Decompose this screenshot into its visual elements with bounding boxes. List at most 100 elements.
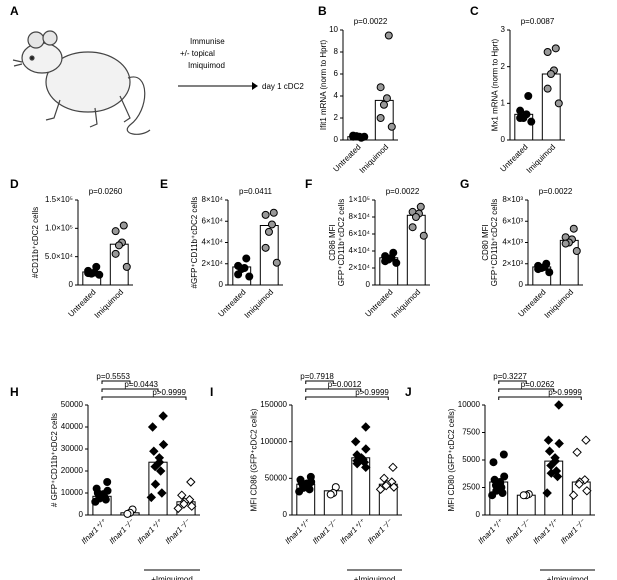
data-point (546, 70, 555, 78)
y-tick-label: 4×10⁴ (349, 246, 371, 255)
p-value: p=0.0022 (354, 17, 388, 26)
data-point (561, 239, 570, 248)
x-tick-label: Ifnar1⁻/⁻ (559, 517, 588, 546)
data-point (389, 482, 399, 492)
y-tick-label: 0 (334, 135, 339, 144)
data-point (546, 468, 557, 478)
data-point (392, 258, 401, 267)
y-tick-label: 30000 (61, 444, 84, 453)
data-point (489, 458, 498, 467)
p-value: p=0.0022 (386, 187, 420, 196)
data-point (519, 491, 528, 500)
x-tick-label: Ifnar1⁻/⁻ (164, 517, 193, 546)
data-point (158, 439, 169, 450)
x-tick-label: Imiquimod (243, 288, 275, 320)
y-tick-label: 6 (334, 69, 339, 78)
group-label: +Imiquimod (354, 575, 396, 580)
data-point (408, 223, 417, 232)
data-point (545, 268, 554, 277)
significance-bracket (498, 380, 527, 384)
panel-letter: A (10, 4, 19, 18)
group-label: +Imiquimod (151, 575, 193, 580)
data-point (173, 503, 183, 514)
x-tick-label: Ifnar1⁺/⁺ (80, 517, 109, 546)
data-point (572, 247, 581, 255)
data-point (101, 495, 110, 504)
data-point (150, 461, 160, 472)
panel-letter: F (305, 177, 312, 191)
y-tick-label: 7500 (462, 428, 480, 437)
protocol-text: Immunise (190, 37, 225, 46)
p-value: p=0.0087 (521, 17, 555, 26)
y-axis-label: #GFP⁺CD11b⁺cDC2 cells (190, 197, 199, 289)
y-tick-label: 0 (501, 135, 506, 144)
y-tick-label: 1.0×10⁵ (45, 223, 73, 232)
data-point (91, 497, 100, 506)
data-point (376, 83, 385, 92)
group-label: +Imiquimod (547, 575, 589, 580)
data-point (261, 243, 270, 252)
x-tick-label: Ifnar1⁻/⁻ (504, 517, 533, 546)
y-axis-label: MFI CD80 (GFP⁺cDC2 cells) (447, 408, 456, 511)
data-point (574, 479, 584, 489)
data-point (419, 231, 428, 240)
data-point (111, 249, 120, 258)
p-value: p>0.9999 (548, 388, 582, 397)
data-point (267, 220, 276, 229)
data-point (155, 466, 166, 476)
data-point (569, 224, 578, 233)
y-tick-label: 2×10⁴ (202, 259, 224, 268)
panel-letter: B (318, 4, 327, 18)
panel-letter: G (460, 177, 469, 191)
x-tick-label: Imiquimod (543, 288, 575, 320)
significance-bracket (498, 388, 555, 392)
data-point (326, 490, 335, 499)
x-tick-label: Imiquimod (525, 143, 557, 175)
data-point (544, 446, 555, 456)
protocol-text: +/- topical (180, 49, 215, 58)
y-tick-label: 8 (334, 47, 339, 56)
data-point (568, 490, 579, 500)
p-value: p=0.5553 (96, 372, 130, 381)
p-value: p=0.0022 (539, 187, 573, 196)
y-tick-label: 10 (329, 25, 338, 34)
x-tick-label: Ifnar1⁺/⁺ (283, 517, 312, 546)
data-point (158, 411, 168, 421)
y-tick-label: 6×10³ (502, 216, 523, 225)
data-point (361, 462, 371, 473)
y-tick-label: 50000 (61, 400, 84, 409)
y-tick-label: 0 (283, 510, 288, 519)
data-point (411, 213, 420, 221)
data-point (488, 491, 497, 500)
x-tick-label: Imiquimod (93, 288, 125, 320)
data-point (95, 270, 104, 279)
y-tick-label: 2×10³ (502, 259, 523, 268)
data-point (572, 447, 582, 458)
y-tick-label: 20000 (61, 466, 84, 475)
y-tick-label: 0 (219, 280, 224, 289)
data-point (147, 422, 158, 432)
panel-letter: C (470, 4, 479, 18)
y-tick-label: 0 (476, 510, 481, 519)
data-point (114, 241, 123, 250)
y-tick-label: 0 (69, 280, 74, 289)
y-axis-label: MFI CD86 (GFP⁺cDC2 cells) (250, 408, 259, 511)
x-tick-label: Imiquimod (390, 288, 422, 320)
x-tick-label: Ifnar1⁺/⁺ (136, 517, 165, 546)
data-point (103, 478, 112, 486)
data-point (381, 257, 390, 266)
p-value: p=0.0260 (89, 187, 123, 196)
y-tick-label: 5.0×10⁴ (45, 252, 74, 261)
significance-bracket (101, 396, 187, 400)
data-point (534, 265, 543, 274)
data-point (416, 202, 425, 211)
data-point (581, 435, 591, 445)
significance-bracket (498, 396, 582, 400)
y-tick-label: 40000 (61, 422, 84, 431)
y-tick-label: 4×10³ (502, 238, 523, 247)
x-tick-label: Ifnar1⁺/⁺ (476, 517, 505, 546)
data-point (122, 262, 131, 271)
x-tick-label: Ifnar1⁻/⁻ (108, 517, 137, 546)
y-tick-label: 8×10³ (502, 195, 523, 204)
y-tick-label: 6×10⁴ (202, 216, 224, 225)
